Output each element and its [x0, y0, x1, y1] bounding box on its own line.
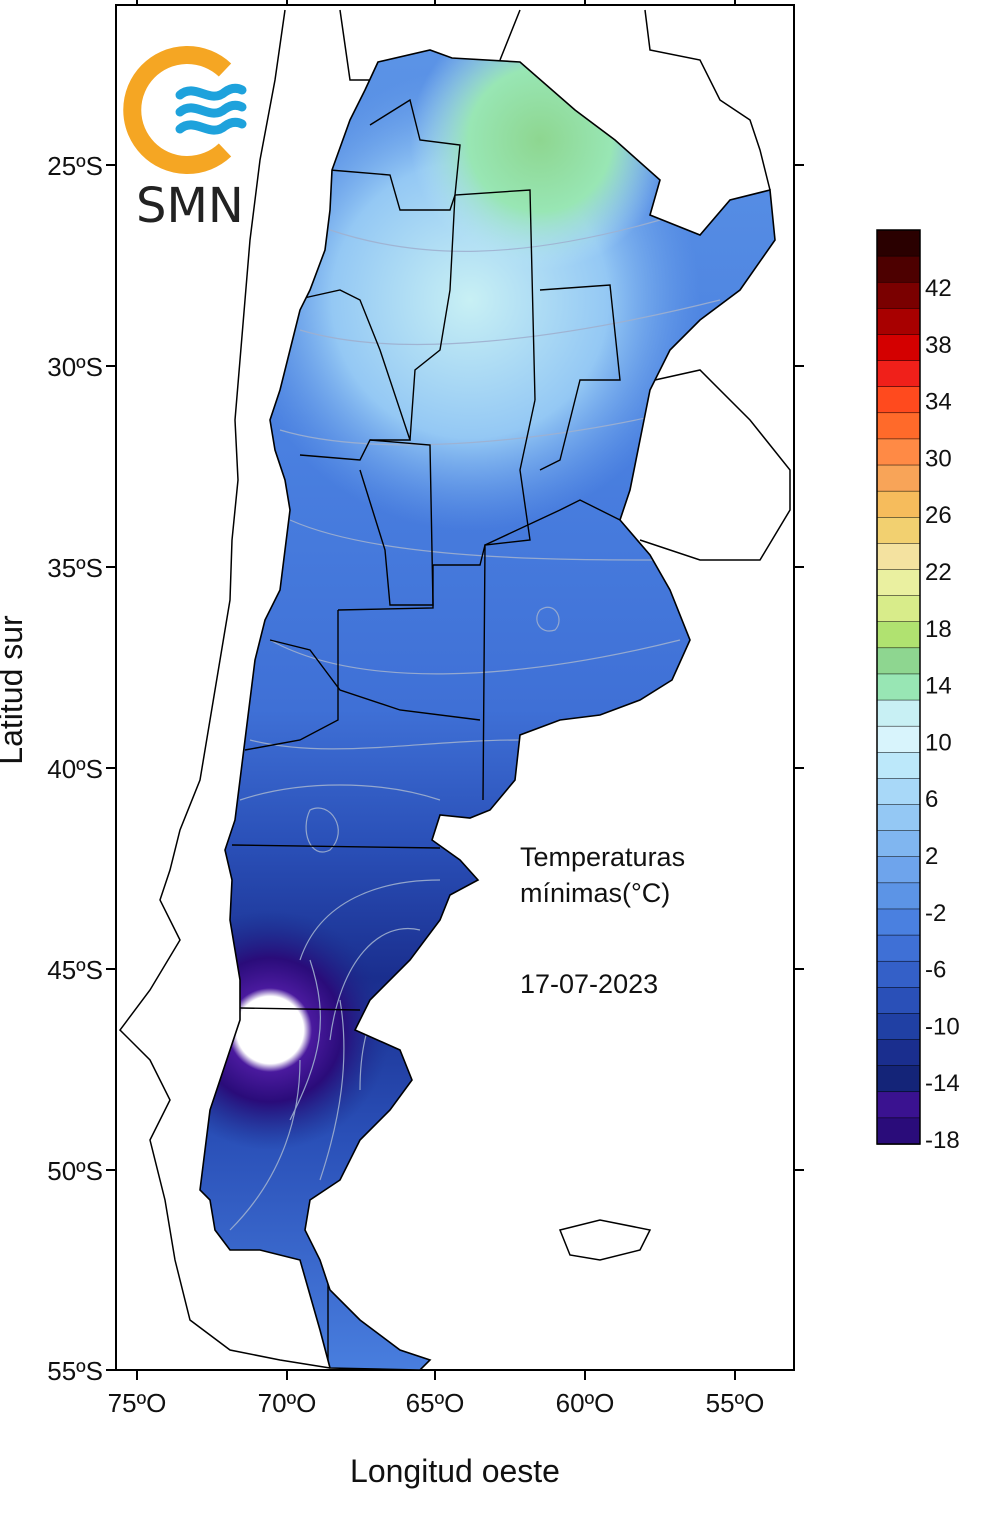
- y-tick-label: 50ºS: [47, 1156, 103, 1186]
- legend-label: 6: [925, 786, 938, 813]
- legend-swatch: [876, 360, 921, 388]
- y-tick-label: 45ºS: [47, 955, 103, 985]
- legend-swatches: [876, 229, 921, 1145]
- legend-swatch: [876, 334, 921, 362]
- legend-swatch: [876, 621, 921, 649]
- legend-swatch: [876, 517, 921, 545]
- legend-swatch: [876, 1013, 921, 1041]
- legend-swatch: [876, 725, 921, 754]
- legend-swatch: [876, 412, 921, 440]
- legend-label: 18: [925, 616, 952, 643]
- color-legend: 42 38 34 30 26 22 18 14 10 6 2 -2 -6 -10 -14 -18: [876, 229, 960, 1154]
- x-tick-label: 65ºO: [406, 1388, 465, 1418]
- annotation-date: 17-07-2023: [520, 969, 658, 999]
- legend-swatch: [876, 752, 921, 780]
- legend-swatch: [876, 281, 921, 310]
- legend-swatch: [876, 830, 921, 858]
- annotation-title: Temperaturas: [520, 842, 685, 872]
- logo-text: SMN: [136, 178, 244, 234]
- x-axis-title: Longitud oeste: [350, 1453, 560, 1489]
- x-tick-labels: 75ºO 70ºO 65ºO 60ºO 55ºO: [108, 1388, 765, 1418]
- legend-frame: [876, 229, 921, 1145]
- legend-swatch: [876, 778, 921, 806]
- x-tick-label: 60ºO: [556, 1388, 615, 1418]
- y-tick-label: 25ºS: [47, 151, 103, 181]
- legend-swatch: [876, 1065, 921, 1093]
- legend-label: -6: [925, 957, 946, 984]
- legend-swatch: [876, 1039, 921, 1067]
- legend-label: 42: [925, 275, 952, 302]
- x-tick-label: 75ºO: [108, 1388, 167, 1418]
- smn-logo: SMN: [123, 46, 247, 234]
- legend-swatch: [876, 673, 921, 701]
- legend-label: 2: [925, 843, 938, 870]
- legend-swatch: [876, 438, 921, 466]
- y-tick-labels: 25ºS 30ºS 35ºS 40ºS 45ºS 50ºS 55ºS: [47, 151, 103, 1386]
- legend-swatch: [876, 229, 921, 257]
- legend-swatch: [876, 934, 921, 962]
- argentina-outline: [199, 49, 776, 1371]
- legend-swatch: [876, 543, 921, 571]
- y-axis-title: Latitud sur: [0, 615, 29, 765]
- logo-ring-icon: [123, 46, 232, 174]
- legend-label: 10: [925, 729, 952, 756]
- legend-swatch: [876, 386, 921, 414]
- legend-label: -2: [925, 900, 946, 927]
- legend-swatch: [876, 569, 921, 597]
- legend-label: -10: [925, 1013, 960, 1040]
- legend-label: 14: [925, 673, 952, 700]
- legend-swatch: [876, 255, 921, 283]
- legend-swatch: [876, 1117, 921, 1145]
- legend-label: 26: [925, 502, 952, 529]
- legend-swatch: [876, 856, 921, 884]
- legend-swatch: [876, 308, 921, 336]
- x-tick-label: 70ºO: [258, 1388, 317, 1418]
- x-tick-label: 55ºO: [706, 1388, 765, 1418]
- legend-label: -18: [925, 1127, 960, 1154]
- legend-swatch: [876, 647, 921, 675]
- legend-swatch: [876, 464, 921, 492]
- y-tick-label: 30ºS: [47, 352, 103, 382]
- legend-swatch: [876, 1091, 921, 1119]
- legend-label: 30: [925, 445, 952, 472]
- axis-ticks: [106, 0, 804, 1380]
- annotation-unit: mínimas(°C): [520, 878, 670, 908]
- legend-swatch: [876, 908, 921, 936]
- legend-swatch: [876, 960, 921, 989]
- y-tick-label: 40ºS: [47, 754, 103, 784]
- legend-swatch: [876, 490, 921, 519]
- map-annotation: Temperaturas mínimas(°C) 17-07-2023: [520, 842, 685, 999]
- legend-swatch: [876, 804, 921, 832]
- legend-label: 38: [925, 332, 952, 359]
- legend-label: 22: [925, 559, 952, 586]
- y-tick-label: 55ºS: [47, 1356, 103, 1386]
- legend-swatch: [876, 699, 921, 727]
- legend-swatch: [876, 987, 921, 1015]
- y-tick-label: 35ºS: [47, 553, 103, 583]
- logo-waves-icon: [175, 83, 247, 135]
- legend-labels: 42 38 34 30 26 22 18 14 10 6 2 -2 -6 -10 -14 -18: [925, 275, 960, 1154]
- legend-swatch: [876, 595, 921, 623]
- legend-label: -14: [925, 1070, 960, 1097]
- legend-swatch: [876, 882, 921, 910]
- legend-label: 34: [925, 389, 952, 416]
